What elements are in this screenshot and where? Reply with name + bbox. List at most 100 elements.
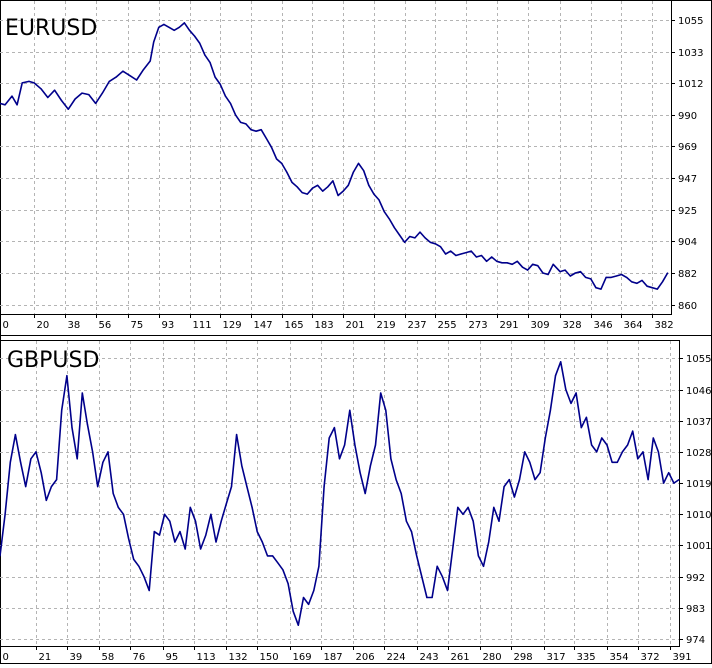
gbpusd-data-point xyxy=(611,461,613,463)
eurusd-x-tick-label: 56 xyxy=(99,320,112,331)
gbpusd-y-tick-label: 992 xyxy=(686,573,705,584)
gbpusd-x-tick-label: 21 xyxy=(39,652,52,663)
eurusd-data-point xyxy=(276,158,278,160)
eurusd-data-point xyxy=(486,260,488,262)
gbpusd-data-point xyxy=(524,451,526,453)
gbpusd-data-point xyxy=(66,375,68,377)
gbpusd-data-point xyxy=(292,610,294,612)
gbpusd-data-point xyxy=(621,451,624,453)
gbpusd-x-tick-label: 206 xyxy=(356,652,375,663)
gbpusd-x-tick-label: 169 xyxy=(293,652,312,663)
gbpusd-data-point xyxy=(9,461,11,463)
gbpusd-y-tick-label: 1046 xyxy=(686,386,711,397)
gbpusd-data-point xyxy=(508,479,510,481)
gbpusd-y-tick-label: 974 xyxy=(686,635,705,646)
eurusd-x-tick-label: 346 xyxy=(594,320,613,331)
eurusd-data-point xyxy=(250,129,252,131)
gbpusd-data-point xyxy=(45,499,47,501)
gbpusd-data-point xyxy=(50,486,53,488)
gbpusd-data-point xyxy=(601,437,603,439)
eurusd-data-point xyxy=(661,281,664,283)
eurusd-x-tick-label: 237 xyxy=(408,320,427,331)
eurusd-data-point xyxy=(636,282,638,284)
gbpusd-data-point xyxy=(503,486,505,488)
eurusd-data-point xyxy=(398,234,401,236)
gbpusd-data-point xyxy=(529,461,531,463)
gbpusd-data-point xyxy=(482,565,485,567)
eurusd-data-point xyxy=(419,231,421,233)
eurusd-data-point xyxy=(332,180,334,182)
eurusd-data-point xyxy=(373,193,375,195)
eurusd-data-point xyxy=(60,99,63,102)
gbpusd-data-point xyxy=(256,531,258,533)
gbpusd-data-point xyxy=(565,388,567,391)
eurusd-data-point xyxy=(265,137,267,140)
gbpusd-data-point xyxy=(71,427,73,429)
gbpusd-data-point xyxy=(251,506,253,508)
gbpusd-data-point xyxy=(272,555,274,557)
gbpusd-data-point xyxy=(153,531,155,533)
eurusd-x-tick-label: 382 xyxy=(655,320,674,331)
gbpusd-data-point xyxy=(20,461,22,463)
gbpusd-data-point xyxy=(122,513,125,515)
eurusd-data-point xyxy=(434,243,436,245)
gbpusd-data-point xyxy=(477,555,479,557)
gbpusd-data-point xyxy=(261,541,263,543)
gbpusd-data-point xyxy=(76,458,78,460)
eurusd-data-point xyxy=(564,269,566,271)
eurusd-data-point xyxy=(631,281,633,283)
eurusd-data-point xyxy=(178,26,180,28)
gbpusd-data-point xyxy=(138,565,140,567)
gbpusd-data-point xyxy=(86,423,88,425)
gbpusd-data-point xyxy=(287,583,289,585)
eurusd-data-point xyxy=(4,104,6,106)
gbpusd-data-point xyxy=(35,451,37,453)
eurusd-x-tick-label: 93 xyxy=(162,320,175,331)
eurusd-data-point xyxy=(204,54,206,56)
eurusd-data-point xyxy=(286,171,288,173)
eurusd-data-point xyxy=(537,265,539,267)
gbpusd-data-point xyxy=(318,565,320,567)
gbpusd-x-tick-label: 58 xyxy=(102,652,115,663)
gbpusd-data-point xyxy=(0,555,1,557)
gbpusd-x-tick-label: 298 xyxy=(514,652,533,663)
eurusd-data-point xyxy=(559,271,561,273)
gbpusd-data-point xyxy=(354,444,356,446)
gbpusd-data-point xyxy=(210,513,212,515)
gbpusd-data-point xyxy=(488,541,490,543)
eurusd-data-point xyxy=(480,254,483,257)
eurusd-data-point xyxy=(81,92,83,94)
gbpusd-data-point xyxy=(369,465,371,467)
eurusd-data-point xyxy=(224,95,226,97)
gbpusd-data-point xyxy=(246,486,248,488)
gbpusd-data-point xyxy=(580,427,582,429)
gbpusd-data-point xyxy=(112,492,114,495)
eurusd-data-point xyxy=(347,184,349,186)
eurusd-data-point xyxy=(296,186,298,188)
gbpusd-data-point xyxy=(642,451,644,453)
gbpusd-data-point xyxy=(338,458,341,460)
eurusd-y-tick-label: 925 xyxy=(678,206,697,217)
gbpusd-data-point xyxy=(158,534,161,536)
eurusd-data-point xyxy=(322,190,324,192)
gbpusd-data-point xyxy=(493,506,495,508)
eurusd-data-point xyxy=(67,108,69,110)
gbpusd-data-point xyxy=(92,451,94,453)
gbpusd-data-point xyxy=(25,486,27,488)
eurusd-data-point xyxy=(610,276,612,278)
gbpusd-x-tick-label: 335 xyxy=(577,652,596,663)
eurusd-data-point xyxy=(667,272,669,274)
gbpusd-data-point xyxy=(174,541,176,543)
gbpusd-data-point xyxy=(374,444,377,446)
eurusd-data-point xyxy=(194,35,196,37)
eurusd-data-point xyxy=(291,181,293,183)
eurusd-x-tick-label: 201 xyxy=(346,320,365,331)
gbpusd-data-point xyxy=(560,361,562,363)
eurusd-data-point xyxy=(506,262,508,264)
gbpusd-data-point xyxy=(596,451,598,453)
gbpusd-x-tick-label: 280 xyxy=(483,652,502,663)
gbpusd-data-point xyxy=(431,596,433,599)
gbpusd-data-point xyxy=(462,513,464,515)
gbpusd-data-point xyxy=(14,434,16,436)
